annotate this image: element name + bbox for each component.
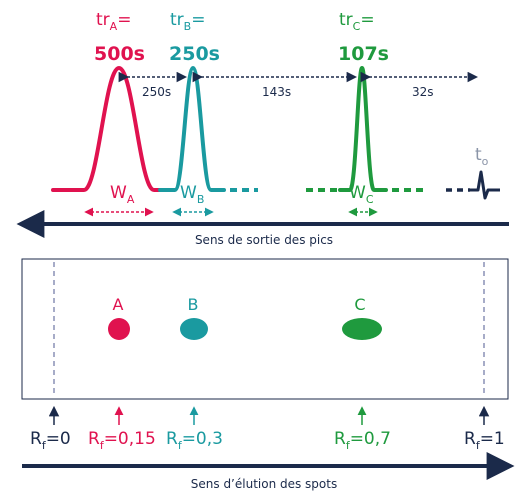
peak-a-curve bbox=[51, 65, 162, 192]
peak-a: trA= 500s WA bbox=[51, 10, 162, 217]
peak-b: trB= 250s WB bbox=[158, 10, 258, 217]
peak-b-width-label: WB bbox=[180, 183, 204, 206]
peak-c-width-label: WC bbox=[349, 183, 374, 206]
spot-b-mark bbox=[180, 318, 208, 340]
rf-label-1: Rf=0,15 bbox=[88, 429, 156, 452]
tlc-plate: A B C Rf=0 Rf=0,15 Rf=0,3 bbox=[21, 258, 515, 491]
spot-c: C bbox=[342, 295, 382, 340]
peak-c-tr-value: 107s bbox=[338, 43, 389, 65]
peak-t0-label: to bbox=[475, 145, 489, 168]
rf-label-2: Rf=0,3 bbox=[166, 429, 223, 452]
gap-label-a-b: 250s bbox=[142, 85, 171, 99]
peak-b-tr-value: 250s bbox=[169, 43, 220, 65]
rf-label-4: Rf=1 bbox=[464, 429, 505, 452]
spot-a-mark bbox=[108, 318, 130, 340]
spot-c-mark bbox=[342, 318, 382, 340]
gap-label-b-c: 143s bbox=[262, 85, 291, 99]
peak-c-curve bbox=[338, 65, 388, 192]
peak-b-tr-label: trB= bbox=[170, 10, 205, 33]
spot-c-label: C bbox=[354, 295, 365, 314]
rf-markers: Rf=0 Rf=0,15 Rf=0,3 Rf=0,7 Rf=1 bbox=[30, 405, 505, 452]
rf-label-0: Rf=0 bbox=[30, 429, 71, 452]
spot-a: A bbox=[108, 295, 130, 340]
spot-b-label: B bbox=[188, 295, 199, 314]
peak-t0-curve bbox=[470, 170, 500, 200]
gap-label-c-t0: 32s bbox=[412, 85, 434, 99]
spot-direction-label: Sens d’élution des spots bbox=[191, 477, 337, 491]
peak-b-curve bbox=[158, 65, 226, 192]
plate-frame bbox=[21, 258, 509, 400]
peak-t0: to bbox=[446, 145, 500, 200]
gap-arrows: 250s 143s 32s bbox=[118, 71, 479, 99]
spot-a-label: A bbox=[113, 295, 124, 314]
peak-a-tr-value: 500s bbox=[94, 43, 145, 65]
peak-a-width-label: WA bbox=[110, 183, 135, 206]
peak-a-tr-label: trA= bbox=[96, 10, 131, 33]
spot-b: B bbox=[180, 295, 208, 340]
peak-direction-label: Sens de sortie des pics bbox=[195, 233, 333, 247]
rf-label-3: Rf=0,7 bbox=[334, 429, 391, 452]
chromatogram: trA= 500s WA trB= 250s WB bbox=[16, 10, 509, 247]
peak-c: trC= 107s WC bbox=[306, 10, 424, 217]
peak-c-tr-label: trC= bbox=[339, 10, 375, 33]
